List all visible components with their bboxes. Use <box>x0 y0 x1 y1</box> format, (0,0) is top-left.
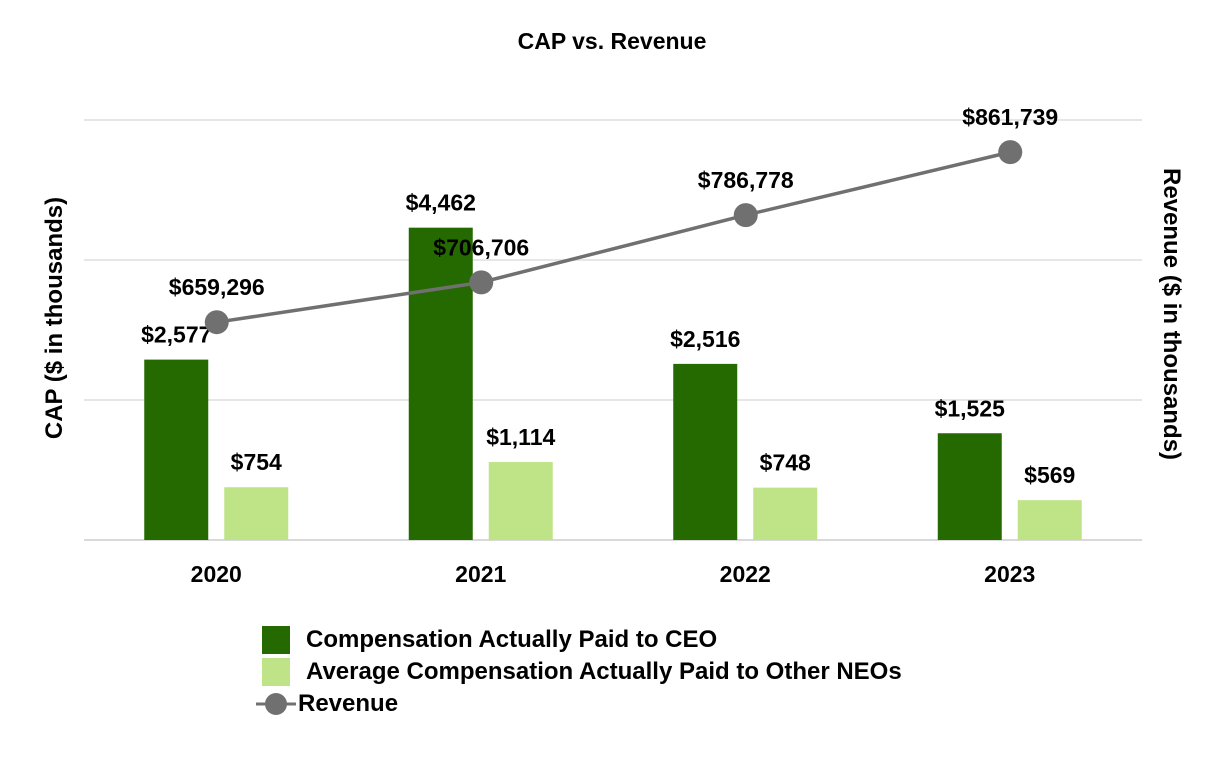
bar-ceo-2022 <box>673 363 738 540</box>
data-label-ceo-2022: $2,516 <box>670 326 740 352</box>
bar-ceo-2020 <box>144 359 209 540</box>
data-label-revenue-2022: $786,778 <box>698 167 794 193</box>
chart-title: CAP vs. Revenue <box>518 28 707 54</box>
data-label-revenue-2021: $706,706 <box>433 234 529 260</box>
legend-item-ceo: Compensation Actually Paid to CEO <box>262 624 902 656</box>
bar-ceo-2021 <box>408 227 473 540</box>
bars: $2,577 $4,462 $2,516 $1,525 $754 $1,114 $748 $5… <box>141 190 1082 540</box>
bar-neo-2023 <box>1017 500 1082 540</box>
legend-swatch-neo <box>262 658 290 686</box>
bar-neo-2022 <box>753 487 818 540</box>
legend-label-revenue: Revenue <box>298 690 399 717</box>
bar-neo-2021 <box>488 462 553 540</box>
x-tick-label-2022: 2022 <box>720 561 771 587</box>
legend-line-marker-icon <box>256 693 296 715</box>
x-tick-label-2023: 2023 <box>984 561 1035 587</box>
revenue-point-2021 <box>469 270 494 295</box>
x-tick-label-2021: 2021 <box>455 561 506 587</box>
legend-item-revenue: Revenue <box>256 688 902 720</box>
x-tick-label-2020: 2020 <box>191 561 242 587</box>
data-label-neo-2023: $569 <box>1024 462 1075 488</box>
data-label-revenue-2023: $861,739 <box>962 104 1058 130</box>
data-label-ceo-2023: $1,525 <box>935 395 1006 421</box>
revenue-line: $659,296 $706,706 $786,778 $861,739 <box>169 104 1058 335</box>
revenue-point-2020 <box>204 310 229 335</box>
bar-ceo-2023 <box>937 433 1002 540</box>
legend-item-neo: Average Compensation Actually Paid to Ot… <box>262 656 902 688</box>
data-label-neo-2020: $754 <box>231 449 282 475</box>
y2-axis-label: Revenue ($ in thousands) <box>1158 168 1185 460</box>
legend-swatch-ceo <box>262 626 290 654</box>
legend-label-neo: Average Compensation Actually Paid to Ot… <box>306 658 902 685</box>
data-label-ceo-2020: $2,577 <box>141 322 211 348</box>
data-label-ceo-2021: $4,462 <box>406 190 476 216</box>
y-axis-label: CAP ($ in thousands) <box>41 197 68 439</box>
data-label-neo-2022: $748 <box>760 450 811 476</box>
bar-neo-2020 <box>224 487 289 540</box>
legend: Compensation Actually Paid to CEO Averag… <box>256 624 902 720</box>
legend-label-ceo: Compensation Actually Paid to CEO <box>306 626 718 653</box>
revenue-point-2022 <box>733 203 758 228</box>
revenue-point-2023 <box>998 140 1023 165</box>
data-label-revenue-2020: $659,296 <box>169 274 265 300</box>
data-label-neo-2021: $1,114 <box>486 424 555 450</box>
x-tick-labels: 2020 2021 2022 2023 <box>191 561 1036 587</box>
revenue-line-path <box>216 150 1011 324</box>
